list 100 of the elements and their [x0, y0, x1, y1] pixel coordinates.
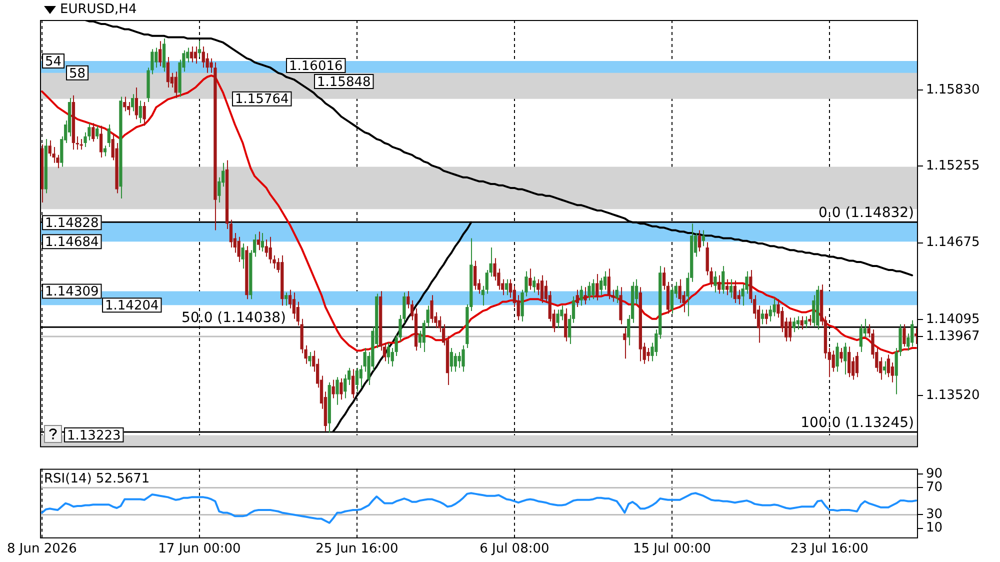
- candlestick: [355, 367, 359, 392]
- y-tick-label: 30: [926, 507, 943, 522]
- x-tick-label: 15 Jul 00:00: [632, 542, 711, 557]
- candlestick: [202, 46, 205, 68]
- ref-line-label: 100.0 (1.13245): [800, 414, 914, 431]
- candlestick: [536, 278, 540, 296]
- candlestick: [768, 305, 772, 322]
- candlestick: [450, 348, 454, 372]
- candlestick: [260, 232, 264, 252]
- y-tick-label: 1.13520: [926, 388, 980, 403]
- candlestick: [844, 342, 847, 375]
- candlestick: [796, 316, 800, 330]
- candlestick: [882, 360, 886, 375]
- candlestick: [134, 86, 138, 120]
- candlestick: [528, 268, 532, 290]
- candlestick: [615, 285, 618, 304]
- candlestick: [504, 278, 508, 296]
- candlestick: [729, 278, 733, 298]
- candlestick: [340, 378, 343, 400]
- candlestick: [596, 273, 599, 301]
- y-tick-label: 1.14095: [926, 312, 980, 327]
- y-tick-label: 70: [926, 480, 943, 496]
- candlestick: [166, 56, 170, 88]
- candlestick: [198, 40, 202, 58]
- candlestick: [174, 71, 178, 99]
- candlestick: [256, 231, 260, 251]
- candlestick: [130, 94, 134, 112]
- candlestick: [458, 351, 461, 368]
- candlestick: [237, 236, 240, 263]
- candlestick: [733, 280, 736, 304]
- candlestick: [336, 376, 339, 406]
- candlestick: [344, 374, 347, 399]
- candlestick: [848, 346, 851, 378]
- candlestick: [855, 351, 859, 378]
- y-tick-label: 1.15255: [926, 158, 980, 174]
- candlestick: [714, 270, 717, 293]
- candlestick: [788, 317, 792, 342]
- candlestick: [722, 266, 725, 294]
- candlestick: [556, 309, 560, 329]
- ref-line-label: 50.0 (1.14038): [182, 310, 286, 326]
- candlestick: [646, 348, 650, 362]
- candlestick: [702, 230, 705, 247]
- candlestick: [92, 122, 95, 142]
- candlestick: [308, 351, 312, 368]
- annotation: 1.13223: [67, 428, 121, 444]
- candlestick: [564, 308, 568, 342]
- annotation: 1.14309: [45, 284, 99, 300]
- candlestick: [623, 328, 626, 360]
- candlestick: [462, 344, 465, 372]
- candlestick: [588, 281, 591, 301]
- chart-title: RSI(14) 52.5671: [44, 472, 150, 487]
- candlestick: [599, 277, 603, 296]
- candlestick: [859, 324, 862, 352]
- candlestick: [910, 320, 914, 348]
- candlestick: [107, 124, 110, 148]
- candlestick: [190, 46, 194, 63]
- candlestick: [764, 309, 768, 325]
- candlestick: [800, 316, 804, 330]
- candlestick: [162, 38, 166, 72]
- candlestick: [194, 46, 198, 64]
- candlestick: [698, 230, 702, 252]
- annotation: 1.16016: [289, 58, 343, 74]
- y-tick-label: 90: [926, 466, 943, 482]
- candlestick: [154, 47, 158, 68]
- annotation: 1.15764: [235, 92, 289, 108]
- candlestick: [76, 136, 79, 150]
- candlestick: [138, 100, 142, 124]
- y-tick-label: 1.13967: [926, 328, 980, 344]
- x-tick-label: 17 Jun 00:00: [158, 542, 241, 557]
- candlestick: [142, 102, 146, 126]
- annotation: 1.15848: [317, 74, 371, 90]
- candlestick: [351, 368, 355, 399]
- annotation: 54: [45, 54, 62, 70]
- candlestick: [607, 268, 611, 300]
- x-tick-label: 25 Jun 16:00: [316, 542, 398, 557]
- x-tick-label: 23 Jul 16:00: [790, 542, 868, 557]
- candlestick: [584, 286, 587, 305]
- candlestick: [808, 314, 812, 326]
- y-tick-label: 10: [926, 520, 943, 536]
- candlestick: [902, 324, 906, 348]
- candlestick: [454, 352, 457, 372]
- candlestick: [96, 125, 99, 140]
- x-tick-label: 6 Jul 08:00: [480, 542, 550, 557]
- candlestick: [284, 292, 288, 306]
- y-tick-label: 1.14675: [926, 235, 980, 250]
- candlestick: [206, 52, 209, 74]
- candlestick: [804, 316, 808, 329]
- candlestick: [103, 145, 107, 157]
- candlestick: [241, 243, 244, 270]
- candlestick: [718, 274, 721, 294]
- candlestick: [540, 274, 544, 304]
- candlestick: [268, 236, 272, 264]
- candlestick: [890, 362, 894, 383]
- annotation: 1.14684: [45, 235, 99, 250]
- candlestick: [678, 278, 682, 304]
- candlestick: [737, 289, 740, 305]
- x-tick-label: 8 Jun 2026: [7, 542, 77, 557]
- candlestick: [840, 348, 843, 364]
- candlestick: [760, 309, 764, 325]
- chart-title: EURUSD,H4: [60, 2, 137, 17]
